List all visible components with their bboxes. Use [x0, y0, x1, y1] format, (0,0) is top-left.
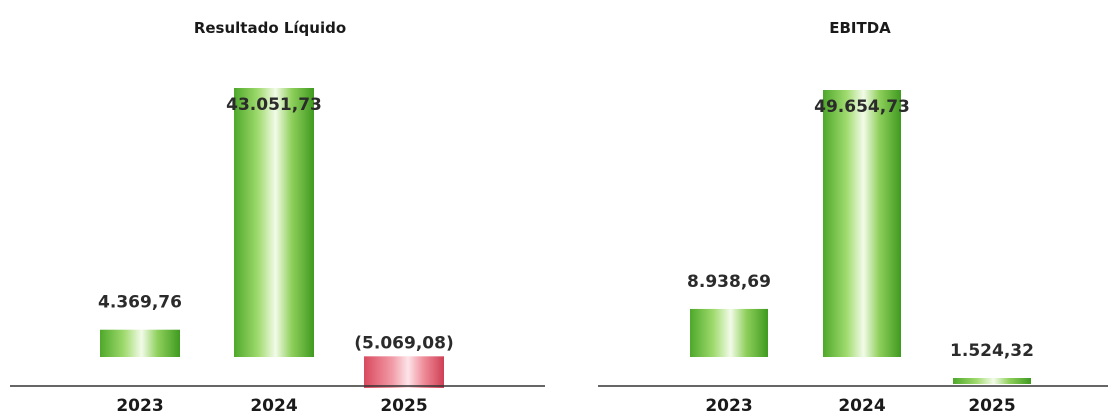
- x-tick-2024: 2024: [838, 396, 885, 416]
- data-label-2025: (5.069,08): [354, 333, 453, 353]
- data-label-2023: 8.938,69: [687, 272, 771, 292]
- x-tick-2023: 2023: [705, 396, 752, 416]
- x-tick-2025: 2025: [380, 396, 427, 416]
- chart-title-ebitda: EBITDA: [829, 19, 891, 37]
- data-label-2025: 1.524,32: [950, 341, 1034, 361]
- bar-2023: [690, 308, 768, 357]
- bar-2025: [364, 356, 444, 388]
- x-tick-2023: 2023: [116, 396, 163, 416]
- bar-2023: [100, 329, 180, 357]
- bar-2024: [234, 88, 314, 357]
- chart-title-resultado: Resultado Líquido: [193, 19, 347, 37]
- data-label-2023: 4.369,76: [98, 293, 182, 313]
- x-tick-2024: 2024: [250, 396, 297, 416]
- bar-2024: [823, 90, 901, 357]
- data-label-2024: 43.051,73: [226, 95, 322, 115]
- bar-2025: [953, 378, 1031, 384]
- x-tick-2025: 2025: [968, 396, 1015, 416]
- data-label-2024: 49.654,73: [814, 97, 910, 117]
